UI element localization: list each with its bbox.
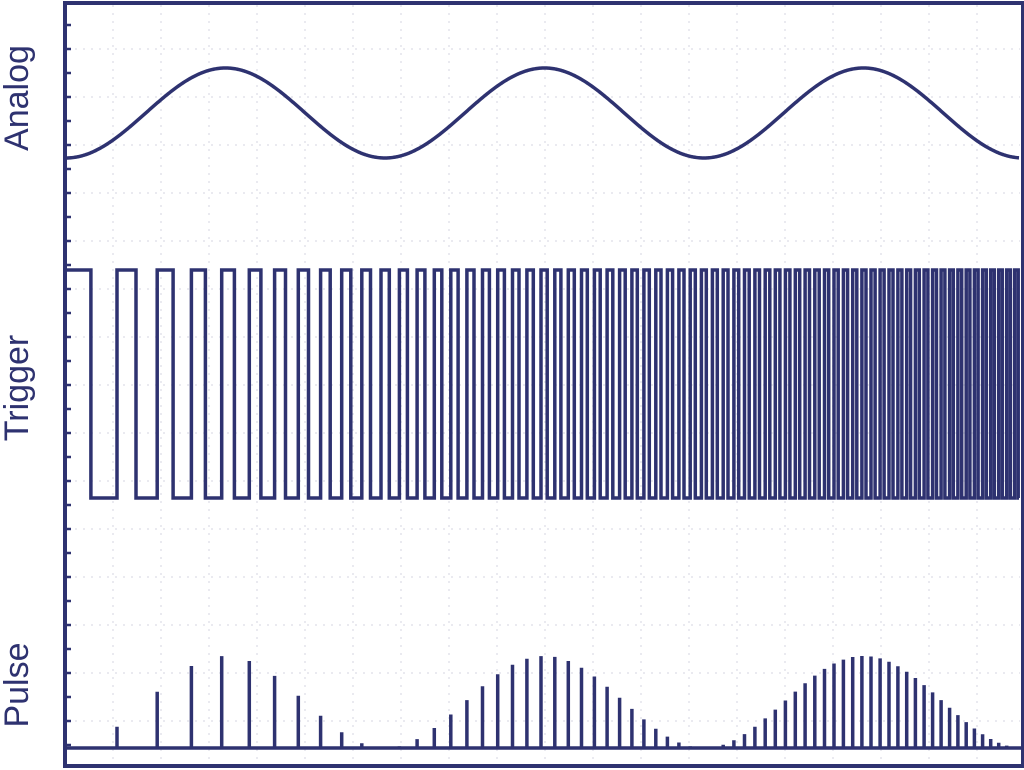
pulse-train (115, 656, 1009, 748)
trigger-label: Trigger (0, 335, 36, 441)
pulse-label: Pulse (0, 642, 36, 727)
tick-marks (65, 23, 71, 747)
trigger-wave (66, 268, 1020, 500)
analog-wave (65, 66, 1020, 160)
grid (67, 5, 1020, 764)
analog-label: Analog (0, 45, 36, 151)
